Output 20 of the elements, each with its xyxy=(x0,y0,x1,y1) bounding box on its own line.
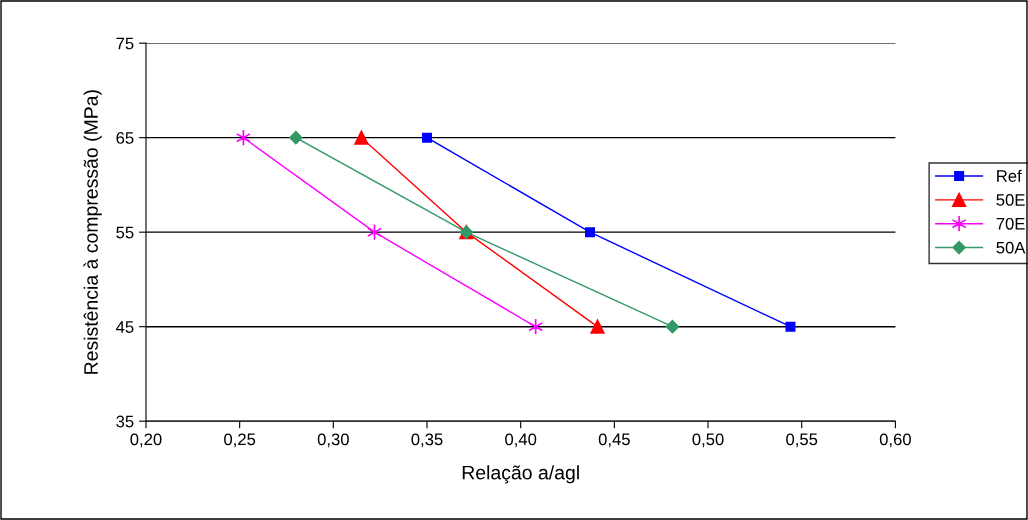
x-tick-label: 0,25 xyxy=(224,433,256,448)
y-axis-title: Resistência à compressão (MPa) xyxy=(83,90,102,374)
x-axis-title: Relação a/agl xyxy=(462,465,579,484)
x-tick-label: 0,35 xyxy=(411,433,443,448)
legend-label: 50A xyxy=(996,241,1026,254)
x-tick-label: 0,30 xyxy=(317,433,349,448)
y-tick-label: 45 xyxy=(116,321,134,333)
legend-label: 50E xyxy=(996,194,1025,206)
legend-label: 70E xyxy=(996,217,1025,230)
x-tick-label: 0,60 xyxy=(879,433,911,448)
y-tick-label: 75 xyxy=(116,37,134,50)
legend-label: Ref xyxy=(997,169,1022,182)
y-tick-label: 35 xyxy=(116,415,134,428)
x-tick-label: 0,20 xyxy=(130,433,162,448)
x-tick-label: 0,45 xyxy=(598,433,630,448)
y-tick-label: 55 xyxy=(116,226,134,239)
x-tick-label: 0,50 xyxy=(692,433,724,448)
y-tick-label: 65 xyxy=(116,132,134,144)
x-tick-label: 0,40 xyxy=(505,433,537,448)
x-tick-label: 0,55 xyxy=(786,433,818,448)
